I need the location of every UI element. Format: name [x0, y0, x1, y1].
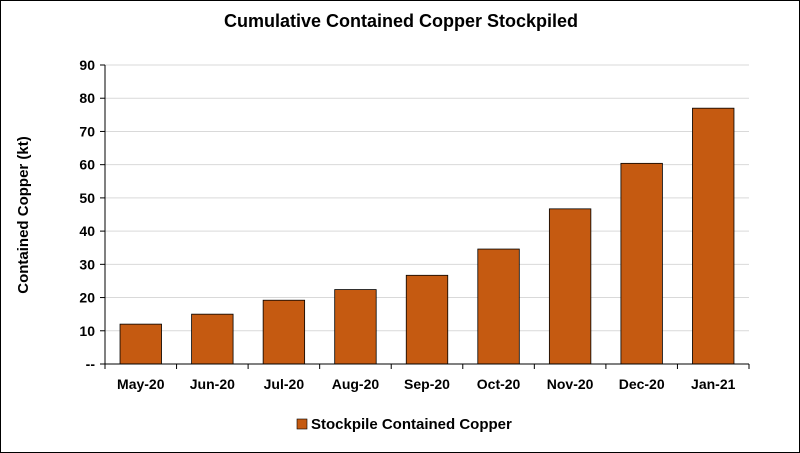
bar [548, 208, 592, 365]
y-axis-label: Contained Copper (kt) [15, 136, 32, 294]
bar [692, 107, 735, 365]
y-tick-label: -- [86, 356, 96, 372]
y-tick-label: 30 [79, 256, 95, 272]
axes [100, 64, 750, 369]
bar [119, 323, 162, 365]
y-tick-label: 40 [79, 223, 95, 239]
x-tick-labels: May-20 Jun-20 Jul-20 Aug-20 Sep-20 Oct-20 Nov-… [117, 376, 736, 392]
y-tick-label: 60 [79, 157, 95, 173]
x-tick-label: Oct-20 [477, 376, 521, 392]
legend-label: Stockpile Contained Copper [311, 416, 512, 433]
y-tick-label: 50 [79, 190, 95, 206]
bar [334, 289, 377, 365]
x-tick-label: May-20 [117, 376, 165, 392]
y-tick-label: 90 [79, 57, 95, 73]
bar [191, 313, 234, 365]
x-tick-label: Jan-21 [691, 376, 736, 392]
y-tick-label: 80 [79, 90, 95, 106]
bar [477, 248, 520, 365]
y-tick-label: 10 [79, 323, 95, 339]
x-tick-label: Aug-20 [332, 376, 380, 392]
gridlines [105, 64, 749, 332]
x-tick-label: Sep-20 [404, 376, 450, 392]
x-tick-label: Nov-20 [547, 376, 594, 392]
chart-title: Cumulative Contained Copper Stockpiled [224, 11, 578, 31]
legend-swatch [296, 418, 308, 430]
x-tick-label: Jun-20 [190, 376, 235, 392]
y-tick-label: 70 [79, 123, 95, 139]
bar [405, 274, 449, 365]
x-tick-label: Jul-20 [264, 376, 305, 392]
y-tick-labels: -- 10 20 30 40 50 60 70 80 90 [79, 57, 95, 372]
y-tick-label: 20 [79, 290, 95, 306]
bar [262, 299, 306, 365]
x-tick-label: Dec-20 [619, 376, 665, 392]
bar [620, 162, 663, 365]
legend: Stockpile Contained Copper [296, 416, 512, 433]
bars [119, 107, 735, 365]
